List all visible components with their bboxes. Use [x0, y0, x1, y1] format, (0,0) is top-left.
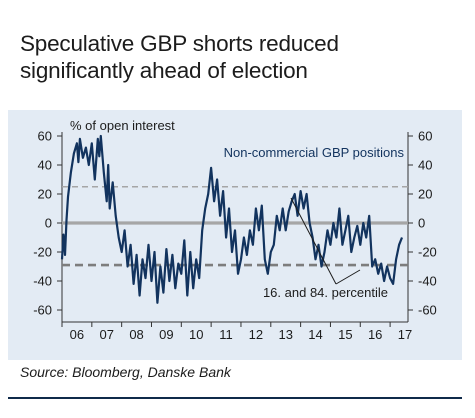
x-tick-label: 12	[249, 327, 263, 342]
x-tick-label: 17	[398, 327, 412, 342]
y-tick-label-right: 60	[418, 129, 432, 144]
annotation-pointer-lower	[335, 269, 361, 285]
chart-title-line-2: significantly ahead of election	[20, 58, 308, 83]
bottom-rule	[8, 397, 462, 399]
y-tick-label-right: 40	[418, 158, 432, 173]
y-tick-label-right: -20	[418, 245, 437, 260]
y-tick-label-left: -40	[33, 274, 52, 289]
y-tick-label-right: 20	[418, 187, 432, 202]
x-tick-label: 10	[189, 327, 203, 342]
y-tick-label-left: 0	[45, 216, 52, 231]
y-tick-label-left: -20	[33, 245, 52, 260]
x-tick-label: 11	[219, 327, 233, 342]
y-tick-label-left: 60	[38, 129, 52, 144]
series-line	[60, 134, 404, 304]
annotation-pointer-upper	[290, 197, 337, 285]
y-tick-label-left: -60	[33, 303, 52, 318]
chart-title: Speculative GBP shorts reduced significa…	[20, 30, 460, 84]
x-tick-label: 08	[129, 327, 143, 342]
y-tick-label-right: 0	[418, 216, 425, 231]
source-note: Source: Bloomberg, Danske Bank	[20, 364, 231, 380]
x-tick-label: 15	[338, 327, 352, 342]
x-tick-label: 07	[100, 327, 114, 342]
chart-title-line-1: Speculative GBP shorts reduced	[20, 31, 339, 56]
x-tick-label: 13	[278, 327, 292, 342]
x-tick-label: 16	[368, 327, 382, 342]
y-tick-label-right: -40	[418, 274, 437, 289]
percentile-annotation: 16. and 84. percentile	[263, 285, 388, 300]
x-tick-label: 14	[308, 327, 322, 342]
y-tick-label-left: 20	[38, 187, 52, 202]
y-tick-label-left: 40	[38, 158, 52, 173]
x-tick-label: 09	[159, 327, 173, 342]
y-tick-label-right: -60	[418, 303, 437, 318]
legend-label: Non-commercial GBP positions	[224, 145, 405, 160]
y-axis-label: % of open interest	[70, 118, 175, 133]
x-tick-label: 06	[70, 327, 84, 342]
